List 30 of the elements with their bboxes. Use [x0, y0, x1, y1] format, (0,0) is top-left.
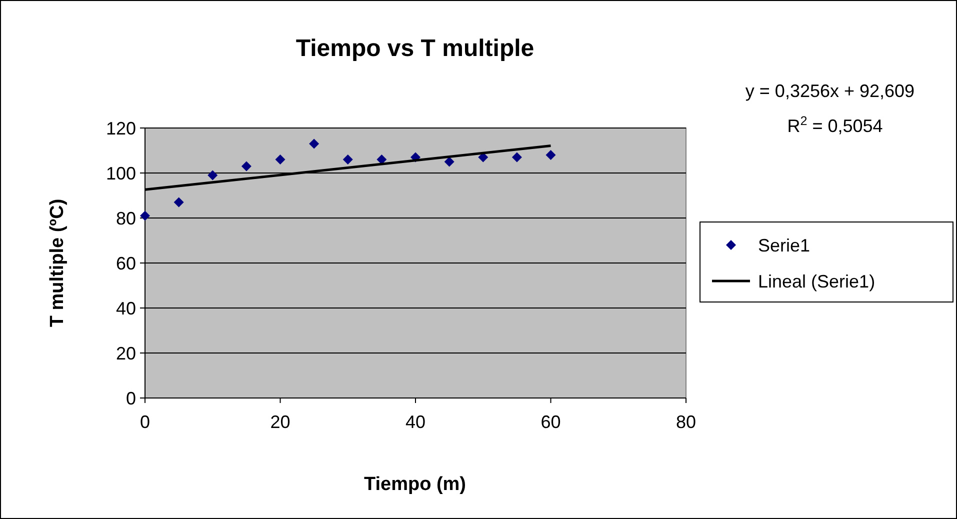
text: R$^{2}$ = 0,5054	[787, 114, 883, 136]
x-tick-label: 80	[676, 412, 696, 432]
point	[309, 138, 320, 149]
legend-label: Serie1	[758, 235, 810, 256]
y-tick-label: 100	[106, 163, 136, 184]
point	[512, 152, 522, 162]
point	[241, 161, 252, 172]
point	[444, 156, 454, 167]
y-tick-label: 40	[116, 298, 136, 318]
point	[208, 170, 218, 180]
text: y = 0,3256x + 92,609	[745, 81, 915, 101]
x-tick-label: 40	[405, 412, 426, 432]
point	[376, 154, 387, 164]
y-tick-label: 0	[126, 388, 136, 408]
y-tick-label: 20	[116, 343, 136, 364]
point	[174, 197, 184, 208]
point	[546, 150, 556, 160]
y-tick-label: 80	[116, 208, 136, 228]
point	[275, 154, 286, 164]
x-axis-title: Tiempo (m)	[364, 474, 466, 495]
chart-title: Tiempo vs T multiple	[296, 35, 534, 62]
y-axis-title: T multiple (ºC)	[47, 198, 68, 328]
x-tick-label: 60	[540, 412, 561, 432]
x-tick-label: 20	[270, 412, 290, 432]
point	[342, 154, 353, 164]
y-tick-label: 120	[106, 118, 136, 138]
legend-label: Lineal (Serie1)	[758, 271, 876, 292]
y-tick-label: 60	[116, 253, 136, 274]
x-tick-label: 0	[140, 412, 150, 432]
point	[140, 210, 150, 221]
